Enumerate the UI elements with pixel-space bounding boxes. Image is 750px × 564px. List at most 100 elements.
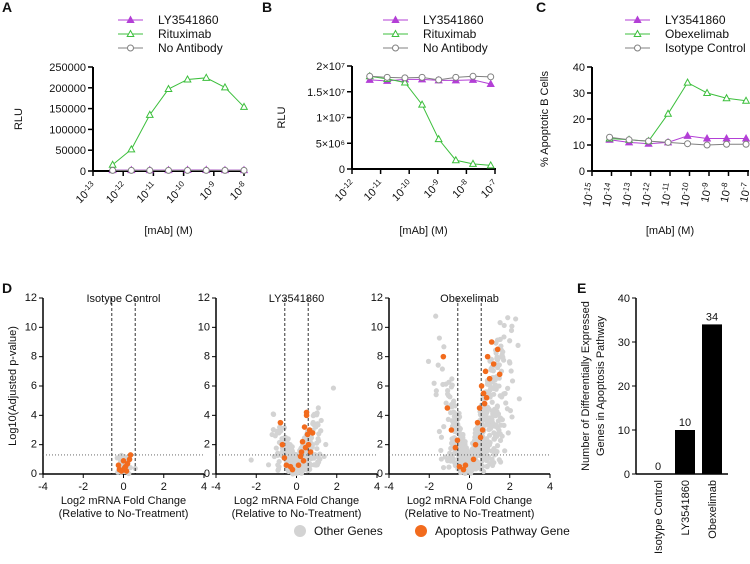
apoptosis-gene-point — [494, 346, 501, 353]
y-tick-label: 5×10⁶ — [316, 138, 345, 150]
y-tick-label: 2×10⁷ — [316, 61, 345, 73]
legend-marker-other-genes — [294, 525, 306, 537]
other-gene-point — [488, 365, 494, 371]
data-point — [221, 166, 229, 174]
x-tick-label: 10-12 — [638, 181, 657, 208]
x-tick-label: -4 — [211, 481, 221, 493]
apoptosis-gene-point — [478, 383, 485, 389]
data-point — [683, 78, 692, 86]
other-gene-point — [445, 387, 451, 394]
data-point — [486, 79, 495, 88]
other-gene-point — [504, 406, 510, 412]
x-tick-label: -4 — [384, 481, 394, 493]
x-tick-label: 2 — [507, 481, 513, 493]
legend-marker — [126, 29, 135, 37]
legend-label: No Antibody — [158, 41, 223, 55]
other-gene-point — [440, 464, 447, 471]
apoptosis-gene-point — [480, 390, 487, 397]
y-tick-label: 10 — [573, 140, 585, 152]
data-point — [366, 72, 374, 80]
data-point — [145, 110, 154, 118]
other-gene-point — [495, 357, 501, 363]
bar-ly3541860 — [675, 430, 695, 474]
y-tick-label: 4 — [31, 409, 37, 421]
y-tick-label: 2 — [31, 439, 37, 451]
apoptosis-gene-point — [440, 353, 447, 360]
other-gene-point — [323, 441, 329, 448]
other-gene-point — [497, 320, 503, 326]
x-tick-label: -2 — [251, 481, 261, 493]
x-tick-label: 10-11 — [360, 177, 387, 204]
other-gene-point — [314, 440, 320, 446]
x-tick-label: 10-10 — [677, 181, 696, 208]
other-gene-point — [315, 405, 321, 411]
other-gene-point — [509, 414, 515, 420]
x-tick-label: 4 — [547, 481, 553, 493]
legend-label: No Antibody — [423, 41, 488, 55]
y-tick-label: 150000 — [49, 104, 86, 116]
apoptosis-gene-point — [460, 466, 467, 473]
data-point — [434, 134, 443, 143]
bar-value-label: 10 — [679, 417, 691, 429]
y-tick-label: 100000 — [49, 124, 86, 136]
other-gene-point — [513, 316, 519, 322]
other-gene-point — [481, 441, 487, 448]
data-point — [202, 166, 210, 174]
volcano-title: Obexelimab — [440, 293, 499, 305]
other-gene-point — [270, 411, 276, 417]
y-tick-label: 8 — [31, 351, 37, 363]
apoptosis-gene-point — [303, 409, 310, 416]
data-point — [606, 133, 614, 141]
other-gene-point — [313, 424, 319, 430]
apoptosis-gene-point — [120, 458, 127, 464]
other-gene-point — [318, 428, 324, 434]
data-point — [401, 74, 409, 82]
other-gene-point — [503, 400, 509, 406]
other-gene-point — [441, 424, 447, 430]
other-gene-point — [480, 468, 487, 475]
apoptosis-gene-point — [496, 371, 503, 378]
y-tick-label: 8 — [204, 351, 210, 363]
apoptosis-gene-point — [127, 452, 134, 458]
apoptosis-gene-point — [277, 419, 284, 426]
bar-value-label: 0 — [655, 461, 661, 473]
x-tick-label: 10-7 — [478, 177, 502, 201]
legend-marker — [391, 15, 400, 23]
x-tick-label: LY3541860 — [680, 480, 692, 535]
other-gene-point — [248, 457, 254, 463]
legend-marker — [126, 15, 135, 23]
x-tick-label: 2 — [334, 481, 340, 493]
x-tick-label: -2 — [78, 481, 88, 493]
other-gene-point — [287, 456, 293, 462]
data-point — [164, 84, 173, 93]
other-gene-point — [435, 362, 441, 368]
panel-label-E: E — [577, 280, 586, 296]
data-point — [127, 144, 136, 153]
data-point — [468, 159, 478, 167]
y-axis-label-E: Number of Differentially Expressed — [580, 301, 592, 471]
other-gene-point — [508, 327, 515, 334]
other-gene-point — [118, 452, 125, 458]
data-point — [109, 166, 117, 174]
apoptosis-gene-point — [472, 441, 479, 448]
legend-label: LY3541860 — [158, 13, 219, 27]
data-point — [664, 138, 672, 146]
other-gene-point — [314, 446, 320, 452]
apoptosis-gene-point — [486, 375, 493, 382]
y-tick-label: 6 — [31, 380, 37, 392]
legend-label: Rituximab — [423, 27, 477, 41]
other-gene-point — [276, 459, 282, 465]
series-line-rituximab — [369, 75, 491, 166]
data-point — [239, 102, 249, 110]
x-tick-label: 10-9 — [420, 177, 444, 201]
y-axis-label-A: RLU — [13, 108, 25, 130]
x-tick-label: 10-9 — [196, 179, 220, 203]
bar-value-label: 34 — [706, 311, 718, 323]
other-gene-point — [489, 456, 495, 462]
other-gene-point — [492, 382, 499, 388]
panel-label-A: A — [2, 0, 12, 15]
data-point — [220, 82, 230, 91]
other-gene-point — [127, 465, 133, 471]
y-tick-label: 0 — [204, 468, 210, 480]
